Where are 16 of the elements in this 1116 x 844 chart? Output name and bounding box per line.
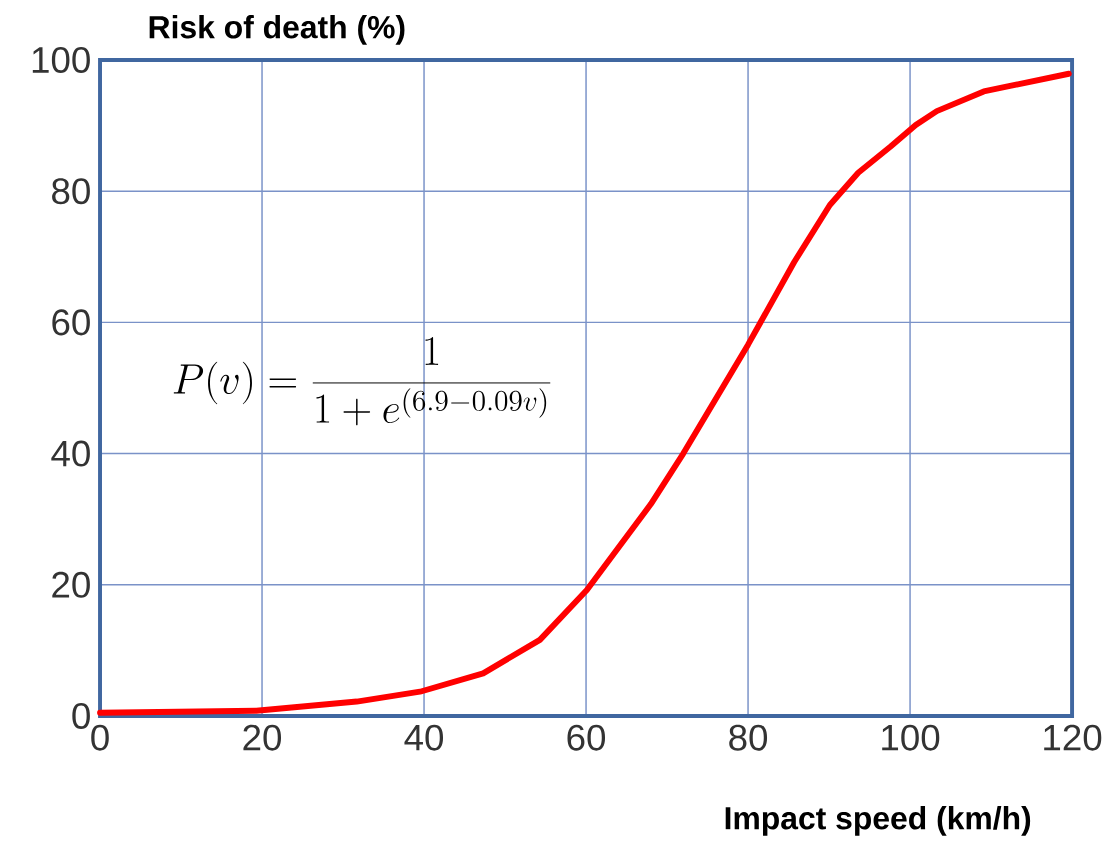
annotation: $P(v) = \frac{1}{1 + e^{(6.9-0.09v)}}$ bbox=[173, 336, 551, 426]
x-axis-title: Impact speed (km/h) bbox=[725, 806, 1031, 836]
y-tick-label: 40 bbox=[51, 440, 90, 467]
y-tick-label: 0 bbox=[72, 702, 90, 729]
x-tick-label: 40 bbox=[404, 724, 444, 751]
y-axis-title: Risk of death (%) bbox=[149, 15, 405, 45]
x-tick-label: 80 bbox=[729, 724, 768, 751]
x-tick-label: 120 bbox=[1044, 724, 1102, 751]
y-tick-label: 60 bbox=[52, 309, 90, 336]
x-tick-label: 0 bbox=[91, 724, 109, 751]
y-tick-label: 80 bbox=[52, 178, 90, 205]
x-tick-label: 100 bbox=[882, 724, 940, 751]
y-tick-label: 20 bbox=[52, 571, 90, 598]
y-tick-label: 100 bbox=[32, 46, 90, 73]
x-tick-label: 60 bbox=[567, 724, 606, 751]
x-tick-label: 20 bbox=[243, 724, 282, 751]
